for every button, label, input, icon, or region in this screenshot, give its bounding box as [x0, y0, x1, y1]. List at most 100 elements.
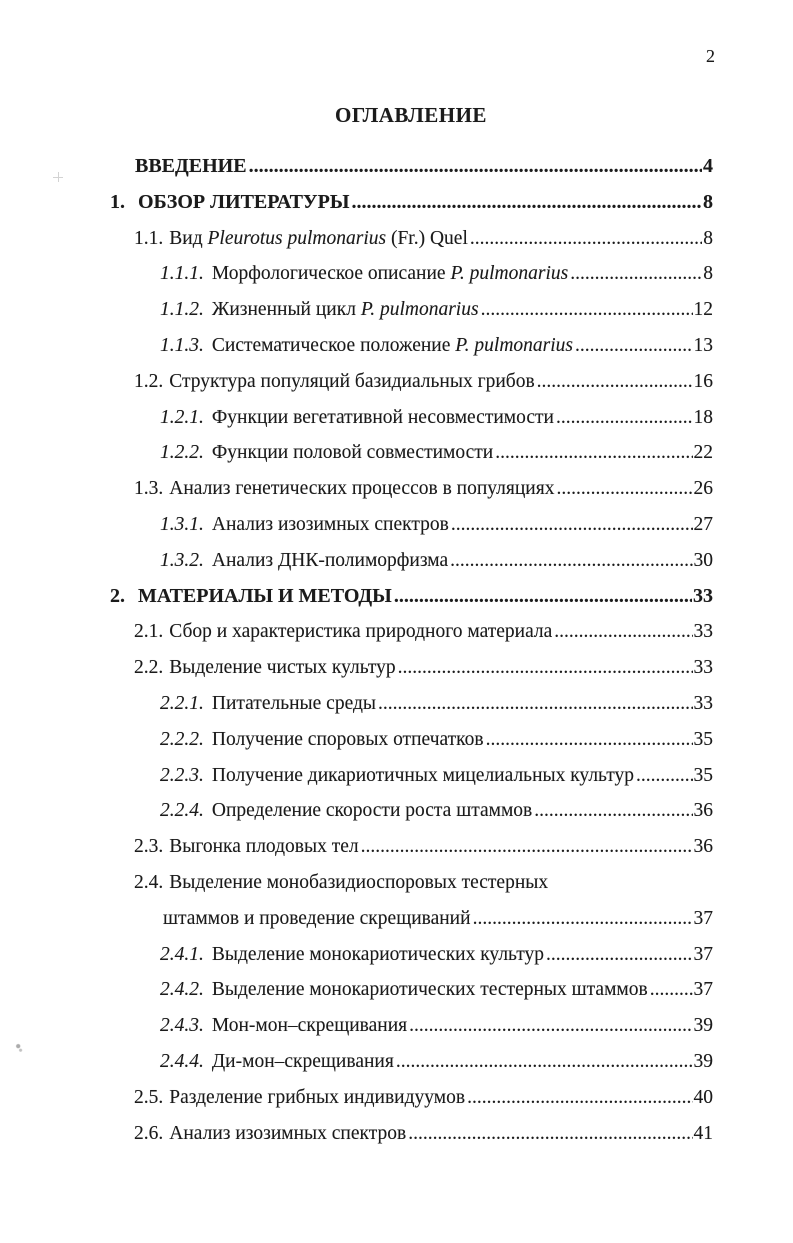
toc-leader-dots [546, 937, 693, 973]
toc-entry: 2. МАТЕРИАЛЫ И МЕТОДЫ 33 [110, 579, 713, 615]
toc-leader-dots [650, 972, 693, 1008]
toc-entry-page: 30 [693, 549, 714, 571]
toc-entry-label: Функции вегетативной несовместимости [211, 406, 554, 428]
toc-entry-label: Анализ ДНК-полиморфизма [211, 549, 449, 571]
toc-entry: 2.4.2. Выделение монокариотических тесте… [110, 972, 713, 1008]
toc-entry-label: Определение скорости роста штаммов [211, 800, 533, 822]
toc-entry-page: 22 [693, 442, 714, 464]
toc-entry: 2.2.1. Питательные среды 33 [110, 686, 713, 722]
toc-entry-label: Получение дикариотичных мицелиальных кул… [211, 764, 634, 786]
toc-entry-number: 2.2.4. [160, 800, 204, 822]
toc-entry-number: 2.2.3. [160, 764, 204, 786]
toc-entry: 1.1.1. Морфологическое описание P. pulmo… [110, 256, 713, 292]
toc-entry-page: 18 [693, 406, 714, 428]
toc-entry-label: Ди-мон–скрещивания [211, 1050, 394, 1072]
toc-leader-dots [495, 435, 692, 471]
toc-entry-label: Разделение грибных индивидуумов [169, 1086, 466, 1108]
toc-leader-dots [486, 722, 693, 758]
toc-leader-dots [398, 650, 693, 686]
toc-entry: штаммов и проведение скрещиваний 37 [110, 901, 713, 937]
toc-leader-dots [394, 579, 692, 615]
toc-entry-label: Анализ изозимных спектров [169, 1122, 407, 1144]
toc-entry-page: 12 [693, 299, 714, 321]
toc-entry-number: 1. [110, 190, 125, 213]
toc-entry-page: 37 [693, 979, 714, 1001]
toc-entry-label: Мон-мон–скрещивания [211, 1015, 408, 1037]
toc-entry-page: 36 [693, 800, 714, 822]
toc-entry-page: 13 [693, 334, 714, 356]
toc-entry: 1.2. Структура популяций базидиальных гр… [110, 364, 713, 400]
toc-entry-page: 35 [693, 764, 714, 786]
toc-leader-dots [570, 256, 702, 292]
toc-entry: 2.2.2. Получение споровых отпечатков 35 [110, 722, 713, 758]
toc-entry-page: 33 [693, 692, 714, 714]
toc-entry: 1. ОБЗОР ЛИТЕРАТУРЫ 8 [110, 185, 713, 221]
toc-entry: 2.2.3. Получение дикариотичных мицелиаль… [110, 758, 713, 794]
toc-entry-number: 1.2.2. [160, 442, 204, 464]
toc-leader-dots [534, 793, 692, 829]
toc-entry: 2.4.4. Ди-мон–скрещивания 39 [110, 1044, 713, 1080]
toc-entry-page: 27 [693, 513, 714, 535]
toc-leader-dots [575, 328, 692, 364]
toc-leader-dots [481, 292, 693, 328]
toc-entry-number: 1.2. [134, 370, 164, 392]
toc-entry-number: 1.1.2. [160, 299, 204, 321]
toc-entry-number: 2.1. [134, 621, 164, 643]
toc-entry: 2.4.3. Мон-мон–скрещивания 39 [110, 1008, 713, 1044]
toc-entry-number: 2.2.1. [160, 692, 204, 714]
toc-entry-number: 1.3. [134, 478, 164, 500]
toc-entry-number: 1.1.3. [160, 334, 204, 356]
toc-entry: 1.3.1. Анализ изозимных спектров 27 [110, 507, 713, 543]
toc-entry: 2.4.1. Выделение монокариотических культ… [110, 937, 713, 973]
toc-entry-number: 1.3.2. [160, 549, 204, 571]
toc-entry-number: 2.2. [134, 657, 164, 679]
toc-leader-dots [409, 1008, 692, 1044]
toc-entry: 1.1.2. Жизненный цикл P. pulmonarius 12 [110, 292, 713, 328]
toc-entry: 1.2.2. Функции половой совместимости 22 [110, 435, 713, 471]
toc-entry-number: 2. [110, 584, 125, 607]
toc-entry-number: 1.1. [134, 227, 164, 249]
toc-entry-page: 8 [703, 263, 713, 285]
toc-entry-page: 33 [693, 584, 713, 607]
toc-entry-page: 37 [693, 907, 714, 929]
toc-entry-number: 2.2.2. [160, 728, 204, 750]
toc-entry-label: Получение споровых отпечатков [211, 728, 484, 750]
toc-entry-number: 2.4.1. [160, 943, 204, 965]
toc-entry-label: Структура популяций базидиальных грибов [169, 370, 535, 392]
toc-entry-label: Систематическое положение P. pulmonarius [211, 334, 574, 356]
scan-artifact [53, 172, 63, 182]
toc-leader-dots [351, 185, 702, 221]
toc-entry-page: 4 [703, 155, 713, 177]
toc-entry-page: 40 [693, 1086, 714, 1108]
toc-entry: 2.1. Сбор и характеристика природного ма… [110, 614, 713, 650]
toc-entry-page: 8 [703, 190, 713, 213]
toc-entry: 1.3. Анализ генетических процессов в поп… [110, 471, 713, 507]
toc-entry: 2.2.4. Определение скорости роста штаммо… [110, 793, 713, 829]
toc-leader-dots [451, 507, 693, 543]
toc-entry-number: 2.4.3. [160, 1015, 204, 1037]
toc-entry-label: Выгонка плодовых тел [169, 836, 359, 858]
toc-entry: 2.4. Выделение монобазидиоспоровых тесте… [110, 865, 713, 901]
toc-entry-label: Функции половой совместимости [211, 442, 494, 464]
toc-entry-label: Вид Pleurotus pulmonarius (Fr.) Quel [169, 227, 468, 249]
toc-entry: 2.2. Выделение чистых культур 33 [110, 650, 713, 686]
toc-entry-number: 2.5. [134, 1086, 164, 1108]
toc-entry-page: 33 [693, 657, 714, 679]
toc-entry-number: 2.6. [134, 1122, 164, 1144]
toc-entry: 2.5. Разделение грибных индивидуумов 40 [110, 1080, 713, 1116]
toc-entry-label: Питательные среды [211, 692, 376, 714]
toc-entry-number: 1.1.1. [160, 263, 204, 285]
page-title: ОГЛАВЛЕНИЕ [335, 103, 487, 127]
toc-entry-number: 2.4. [134, 871, 164, 893]
toc-leader-dots [554, 614, 692, 650]
toc-entry-label: Анализ генетических процессов в популяци… [169, 478, 555, 500]
toc-leader-dots [249, 149, 702, 185]
toc-entry-label: Выделение монокариотических тестерных шт… [211, 979, 648, 1001]
toc-entry-page: 16 [693, 370, 714, 392]
toc-entry-label: ВВЕДЕНИЕ [135, 155, 247, 177]
toc-leader-dots [537, 364, 693, 400]
toc-entry-page: 33 [693, 621, 714, 643]
toc-entry-page: 8 [703, 227, 713, 249]
toc-leader-dots [556, 400, 693, 436]
toc-entry-label: Сбор и характеристика природного материа… [169, 621, 553, 643]
